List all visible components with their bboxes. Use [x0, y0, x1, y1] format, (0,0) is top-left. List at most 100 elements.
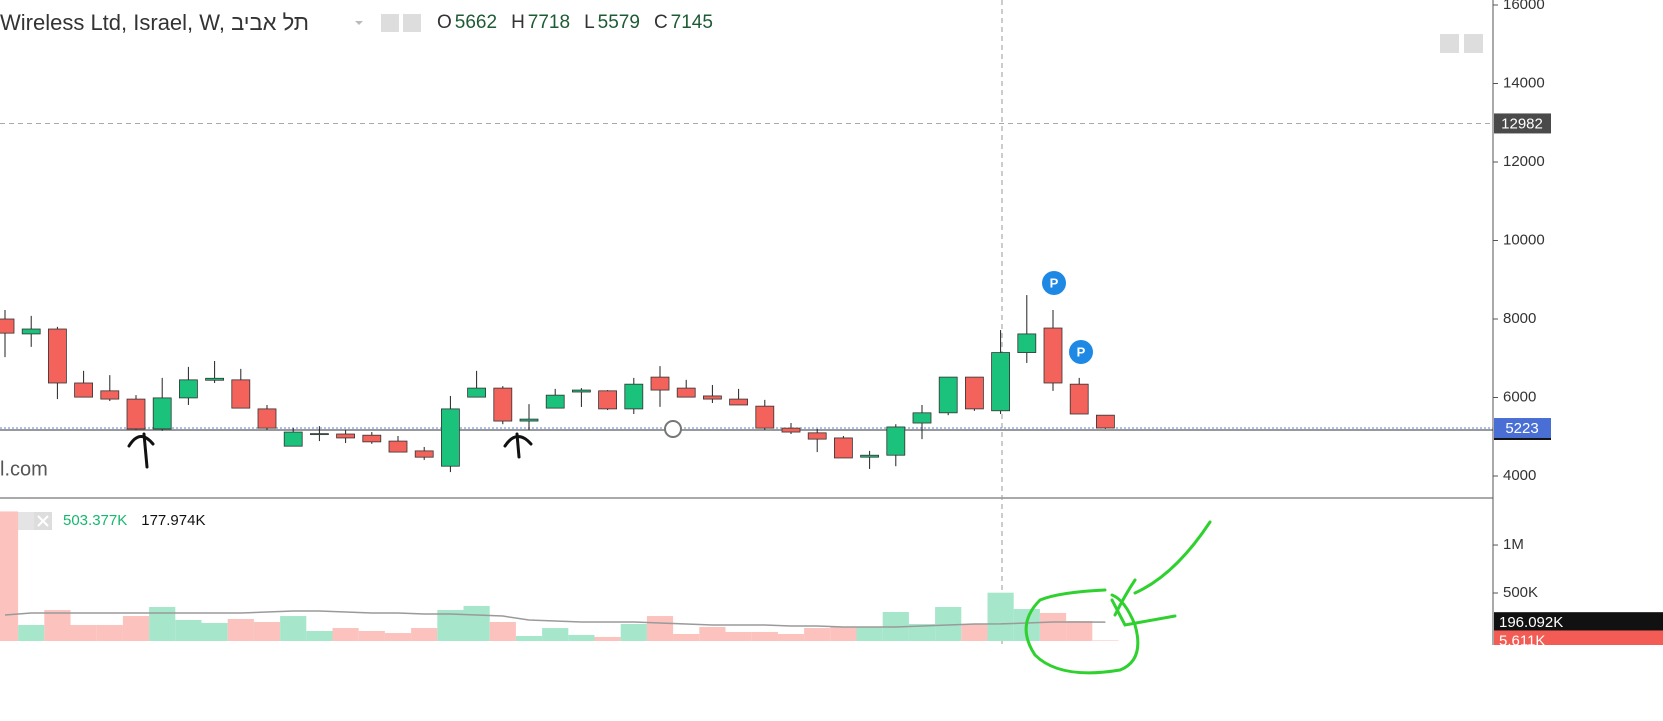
marker[interactable] [1069, 340, 1093, 364]
ohlc-legend: O 5662 H 7718 L 5579 C 7145 [437, 12, 713, 34]
candle-body [650, 376, 670, 391]
y-tick-label: 4000 [1503, 467, 1536, 484]
volume-bar [856, 626, 883, 641]
candle-body [1043, 327, 1063, 384]
volume-bar [515, 636, 543, 641]
volume-bar [96, 624, 123, 641]
candle-body [257, 408, 277, 429]
candle-body [21, 328, 41, 335]
ohlc-item: O 5662 [437, 12, 497, 34]
marker-label: P [1050, 275, 1059, 290]
ohlc-key: H [511, 12, 525, 33]
volume-bar [201, 622, 228, 641]
candle-body [440, 408, 460, 467]
volume-bar [777, 633, 805, 641]
y-tick-label: 1M [1503, 536, 1524, 553]
drawn-arrow [127, 432, 155, 469]
candle-body [624, 383, 644, 410]
candle-body [178, 379, 198, 399]
readout-value: 503.377K [63, 512, 128, 529]
volume-bar [463, 605, 490, 641]
candle-body [388, 440, 408, 453]
volume-bar [489, 621, 516, 641]
volume-bar [594, 636, 621, 641]
title-dropdown[interactable] [355, 21, 363, 25]
visibility-icon[interactable] [381, 14, 399, 32]
candle-body [336, 433, 356, 439]
volume-bar [411, 628, 438, 641]
y-tick-label: 14000 [1503, 74, 1545, 91]
last-price-label: 5223 [1505, 420, 1538, 437]
ohlc-key: O [437, 12, 452, 33]
volume-bar [332, 628, 359, 641]
volume-bar [830, 626, 857, 641]
volume-bar [908, 624, 936, 641]
candle-body [965, 376, 984, 410]
candle-body [886, 426, 906, 456]
candle-body [598, 390, 617, 410]
marker[interactable] [1042, 271, 1066, 295]
candle-body [283, 431, 303, 447]
volume-ma-line [4, 610, 1106, 628]
candle-body [572, 389, 591, 393]
volume-bar [253, 621, 281, 641]
y-tick-label: 500K [1503, 584, 1538, 601]
volume-bar [646, 616, 674, 641]
scale-icon[interactable] [1464, 34, 1483, 53]
volume-bar [44, 610, 71, 641]
candle-body [362, 434, 382, 443]
watermark: l.com [0, 458, 48, 480]
candle-body [1096, 414, 1115, 429]
volume-bar [384, 633, 412, 641]
crosshair-price-label: 12982 [1501, 115, 1543, 132]
candle-body [48, 328, 67, 384]
readout-value: 177.974K [141, 512, 206, 529]
volume-bar [673, 633, 700, 641]
y-tick-label: 6000 [1503, 388, 1536, 405]
marker-label: P [1077, 344, 1086, 359]
volume-badge-label: 5.611K [1499, 632, 1545, 649]
volume-bar [227, 619, 254, 641]
candle-body [729, 398, 748, 406]
candle-body [519, 418, 539, 422]
volume-bar [987, 592, 1014, 641]
marks: 4000600080001000012000140001600012982517… [0, 0, 1663, 649]
candle-body [834, 437, 853, 459]
ohlc-value: 5662 [454, 12, 498, 33]
candle-body [991, 352, 1010, 412]
candle-body [0, 318, 15, 334]
ohlc-item: H 7718 [511, 12, 570, 34]
candle-body [74, 382, 93, 398]
candle-body [860, 454, 879, 458]
volume-bar [358, 631, 385, 641]
volume-bar [437, 610, 464, 641]
volume-bar [1092, 640, 1119, 641]
candle-body [755, 405, 775, 429]
volume-bar [149, 607, 176, 641]
candle-body [100, 390, 120, 400]
ohlc-value: 7718 [527, 12, 571, 33]
ohlc-value: 7145 [670, 12, 713, 33]
scroll-icon[interactable] [1440, 34, 1459, 53]
settings-icon[interactable] [403, 14, 421, 32]
candle-body [807, 432, 827, 440]
ohlc-item: L 5579 [584, 12, 640, 34]
volume-bar [306, 631, 333, 641]
candle-body [1017, 333, 1037, 353]
ohlc-item: C 7145 [654, 12, 713, 34]
candle-body [231, 379, 251, 409]
ohlc-key: C [653, 12, 668, 33]
volume-settings-icon[interactable] [18, 512, 34, 530]
last-price-badge [1494, 418, 1551, 439]
volume-bar [175, 619, 202, 641]
candle-body [205, 377, 225, 381]
candle-body [467, 387, 487, 398]
ohlc-key: L [584, 12, 595, 33]
candle-body [938, 376, 958, 414]
anchor-circle[interactable] [664, 420, 682, 438]
volume-bar [804, 628, 831, 641]
crosshair-price-badge [1494, 113, 1551, 134]
candle-body [781, 427, 801, 433]
